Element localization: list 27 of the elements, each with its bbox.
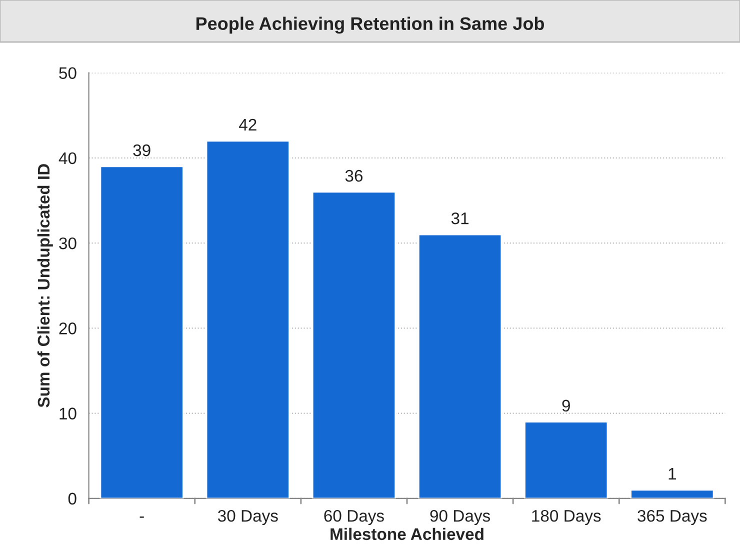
y-tick-label: 30 [59,237,76,250]
bar [312,191,396,498]
x-tick-label: - [140,516,144,518]
bar [206,140,290,498]
data-label: 42 [239,118,256,130]
bar [524,421,608,498]
x-tick-label: 180 Days [532,510,601,526]
bar [100,166,184,498]
data-label: 36 [345,170,363,182]
data-label: 1 [668,468,676,480]
data-label: 31 [451,212,468,224]
x-tick-label: 60 Days [324,510,384,526]
y-tick-label: 50 [59,67,76,80]
bar [418,234,502,498]
y-tick-label: 40 [58,152,76,164]
bar [630,489,714,498]
y-axis-title: Sum of Client: Unduplicated ID [37,164,53,408]
chart-title: People Achieving Retention in Same Job [196,16,544,34]
x-tick-label: 90 Days [430,510,490,526]
data-label: 39 [133,144,150,156]
x-tick-label: 30 Days [218,510,278,526]
y-tick-label: 10 [60,408,76,420]
y-tick-label: 0 [68,492,76,505]
x-tick-label: 365 Days [638,510,707,526]
data-label: 9 [562,400,570,412]
y-tick-label: 20 [59,322,76,334]
x-axis-title: Milestone Achieved [330,528,484,540]
